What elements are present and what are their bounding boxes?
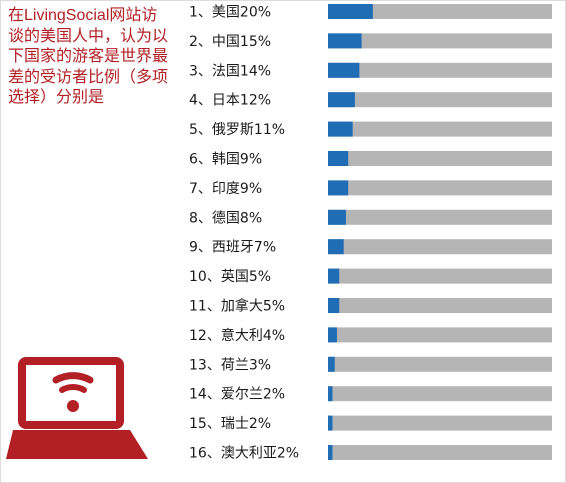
bar-track [328, 33, 552, 49]
bar-label: 15、瑞士2% [189, 416, 271, 432]
bar-track [328, 92, 552, 108]
bar [328, 4, 373, 19]
bar [328, 151, 349, 166]
intro-text: 在LivingSocial网站访谈的美国人中，认为以下国家的游客是世界最差的受访… [8, 7, 169, 106]
bar-label: 16、澳大利亚2% [189, 446, 299, 462]
bar-label: 4、日本12% [189, 93, 271, 109]
bar-label: 7、印度9% [189, 181, 262, 197]
bar [328, 268, 340, 284]
bar [328, 239, 344, 255]
bar [328, 33, 362, 49]
bar-track [328, 268, 552, 284]
bar [328, 445, 333, 460]
bar-track [328, 386, 552, 402]
bar-track [328, 62, 552, 78]
bar-track [328, 298, 552, 313]
bar-label: 5、俄罗斯11% [189, 122, 285, 138]
bar-track [328, 4, 552, 19]
bar [328, 209, 346, 225]
bar-label: 6、韩国9% [189, 152, 262, 168]
bar-track [328, 445, 552, 460]
bar-track [328, 180, 552, 196]
bar-label: 3、法国14% [189, 63, 271, 79]
bar-label: 1、美国20% [189, 5, 271, 21]
bar-label: 8、德国8% [189, 210, 262, 226]
bar [328, 180, 349, 196]
bar-track [328, 209, 552, 225]
laptop-wifi-icon [6, 357, 148, 459]
bar [328, 386, 333, 402]
bar-track [328, 327, 552, 343]
bar-track [328, 239, 552, 255]
bar-label: 2、中国15% [189, 34, 271, 50]
bars-group: 1、美国20% 2、中国15% 3、法国14% 4、日本12% 5、俄罗斯11% 6、韩国… [189, 4, 552, 462]
bar-track [328, 121, 552, 137]
bar-label: 11、加拿大5% [189, 298, 285, 315]
bar [328, 121, 353, 137]
bar-track [328, 151, 552, 166]
bar [328, 298, 340, 313]
bar [328, 415, 333, 431]
bar-label: 9、西班牙7% [189, 240, 276, 256]
bar [328, 327, 337, 343]
bar [328, 92, 355, 108]
bar-label: 13、荷兰3% [189, 357, 271, 373]
bar-label: 14、爱尔兰2% [189, 387, 285, 403]
bar-label: 10、英国5% [189, 268, 271, 285]
bar-track [328, 415, 552, 431]
bar [328, 356, 335, 372]
bar-track [328, 356, 552, 372]
bar [328, 62, 360, 78]
bar-label: 12、意大利4% [189, 327, 285, 344]
